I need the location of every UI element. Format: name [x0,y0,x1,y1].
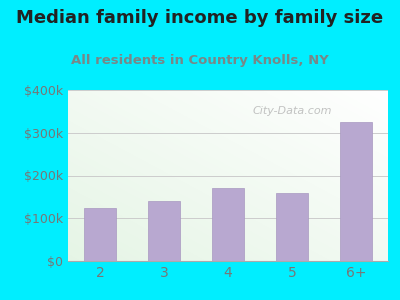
Bar [276,194,308,261]
Bar [212,188,244,261]
Bar [84,208,116,261]
Bar [148,201,180,261]
Bar [340,122,372,261]
Text: All residents in Country Knolls, NY: All residents in Country Knolls, NY [71,54,329,67]
Text: Median family income by family size: Median family income by family size [16,9,384,27]
Text: City-Data.com: City-Data.com [252,106,332,116]
